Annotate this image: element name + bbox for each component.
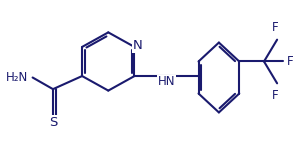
Text: H₂N: H₂N bbox=[6, 71, 28, 84]
Text: F: F bbox=[271, 89, 278, 102]
Text: HN: HN bbox=[158, 75, 175, 88]
Text: N: N bbox=[133, 39, 142, 52]
Text: F: F bbox=[271, 21, 278, 34]
Text: S: S bbox=[49, 115, 57, 128]
Text: F: F bbox=[287, 55, 294, 68]
